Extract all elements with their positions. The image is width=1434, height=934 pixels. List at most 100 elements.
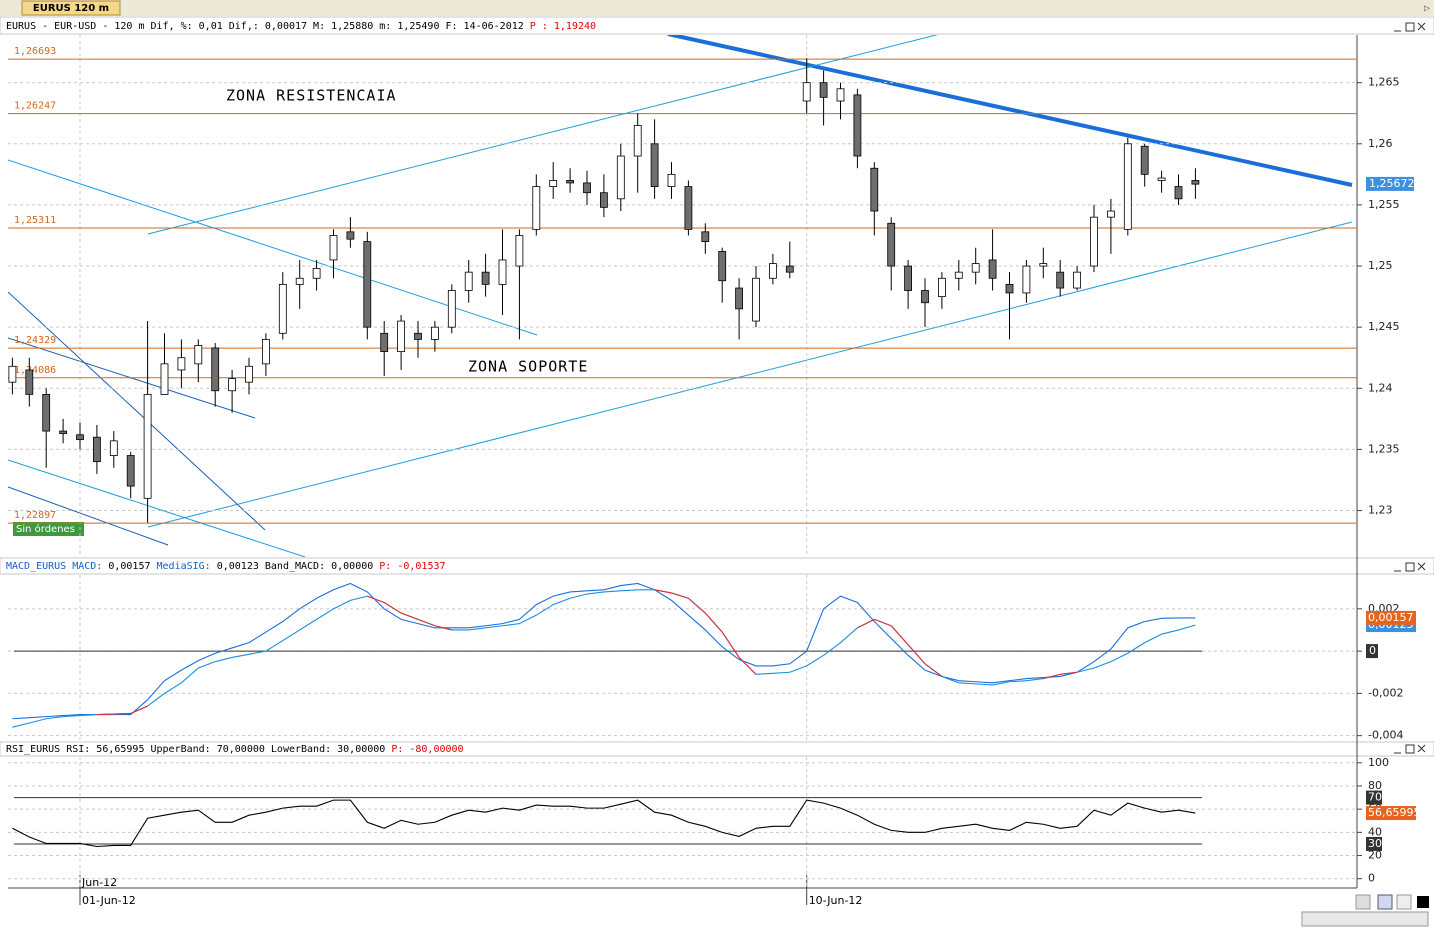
candle-body (110, 441, 117, 456)
scroll-arrow[interactable]: ▷ (1424, 3, 1430, 14)
candle-body (1175, 187, 1182, 199)
level-label: 1,24086 (14, 365, 56, 376)
x-tick-label: 01-Jun-12 (82, 894, 136, 907)
header-part: 0,00157 (102, 561, 156, 572)
candle-body (820, 83, 827, 98)
tool-button[interactable] (1417, 896, 1429, 908)
candle-body (1158, 178, 1165, 180)
last-value-label: 56,65995 (1368, 806, 1421, 819)
candle-body (499, 260, 506, 284)
candle-body (262, 339, 269, 363)
candle-body (651, 144, 658, 187)
candle-body (415, 333, 422, 339)
candle-body (854, 95, 861, 156)
candle-body (600, 193, 607, 208)
header-part: P : 1,19240 (530, 21, 596, 32)
candle-body (685, 187, 692, 230)
candle-body (550, 180, 557, 186)
level-label: 1,25311 (14, 215, 56, 226)
candle-body (803, 83, 810, 101)
candle-body (584, 183, 591, 193)
candle-body (431, 327, 438, 339)
y-tick-label: 1,25 (1368, 259, 1393, 272)
band-label: 70 (1368, 791, 1382, 804)
last-price-label: 1,25672 (1369, 177, 1415, 190)
x-tick-label: 10-Jun-12 (809, 894, 863, 907)
candle-body (769, 264, 776, 279)
candle-body (398, 321, 405, 352)
y-tick-label: 1,265 (1368, 76, 1400, 89)
header-part: P: -80,00000 (391, 744, 463, 755)
period-label: Jun-12 (81, 876, 117, 889)
candle-body (1107, 211, 1114, 217)
last-value-label: 0,00157 (1368, 611, 1414, 624)
series-segment (114, 713, 131, 714)
candle-body (955, 272, 962, 278)
candle-body (93, 437, 100, 461)
candle-body (127, 456, 134, 487)
panel-header-text: RSI_EURUS RSI: 56,65995 UpperBand: 70,00… (6, 744, 464, 755)
header-part: MACD_EURUS MACD: (6, 561, 102, 572)
tool-button[interactable] (1378, 895, 1392, 909)
candle-body (296, 278, 303, 284)
y-tick-label: 1,23 (1368, 504, 1393, 517)
candle-body (9, 366, 16, 382)
candle-body (43, 394, 50, 431)
candle-body (482, 272, 489, 284)
scrollbar[interactable] (1302, 912, 1428, 926)
status-label: Sin órdenes (16, 523, 75, 535)
candle-body (330, 235, 337, 259)
candle-body (1091, 217, 1098, 266)
title-bar (0, 0, 1434, 16)
candle-body (871, 168, 878, 211)
candle-body (465, 272, 472, 290)
candle-body (989, 260, 996, 278)
y-tick-label: 0 (1368, 872, 1375, 885)
candle-body (60, 431, 67, 433)
tab-title[interactable]: EURUS 120 m (33, 3, 109, 14)
candle-body (719, 251, 726, 280)
candle-body (753, 278, 760, 321)
y-tick-label: 1,235 (1368, 442, 1400, 455)
candle-body (1074, 272, 1081, 288)
y-tick-label: 100 (1368, 756, 1389, 769)
level-label: 1,22897 (14, 510, 56, 521)
candle-body (567, 180, 574, 182)
header-part: RSI_EURUS RSI: 56,65995 UpperBand: 70,00… (6, 744, 391, 755)
candle-body (178, 358, 185, 370)
level-label: 1,24329 (14, 335, 56, 346)
candle-body (77, 435, 84, 440)
tool-button[interactable] (1356, 895, 1370, 909)
level-label: 1,26247 (14, 101, 56, 112)
candle-body (837, 89, 844, 101)
level-label: 1,26693 (14, 46, 56, 57)
candle-body (1192, 180, 1199, 184)
candle-body (938, 278, 945, 296)
candle-body (702, 232, 709, 242)
candle-body (313, 268, 320, 278)
y-tick-label: 0 (1369, 644, 1376, 657)
candle-body (144, 394, 151, 498)
y-tick-label: -0,002 (1368, 686, 1403, 699)
candle-body (516, 235, 523, 266)
candle-body (279, 284, 286, 333)
candle-body (1057, 272, 1064, 288)
candle-body (347, 232, 354, 239)
candle-body (1040, 264, 1047, 266)
candle-body (246, 366, 253, 382)
candle-body (229, 379, 236, 391)
candle-body (212, 348, 219, 391)
y-tick-label: -0,004 (1368, 729, 1403, 742)
candle-body (1006, 284, 1013, 293)
candle-body (448, 290, 455, 327)
y-tick-label: 1,255 (1368, 198, 1400, 211)
candle-body (533, 187, 540, 230)
tool-button[interactable] (1397, 895, 1411, 909)
header-part: MediaSIG: (157, 561, 211, 572)
candle-body (26, 370, 33, 394)
candle-body (1023, 266, 1030, 293)
annotation: ZONA RESISTENCAIA (226, 87, 397, 105)
candle-body (786, 266, 793, 272)
